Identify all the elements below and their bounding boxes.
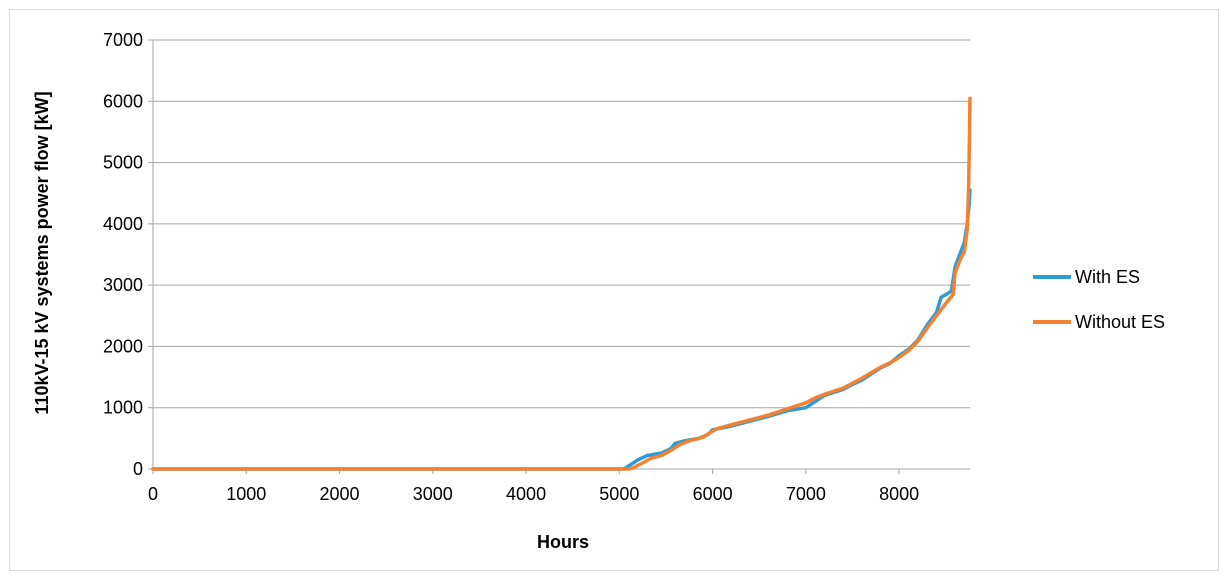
x-tick-label-2000: 2000 — [320, 484, 360, 504]
y-tick-label-4000: 4000 — [103, 214, 143, 234]
legend-label-with-es: With ES — [1075, 267, 1140, 287]
grid-layer — [153, 39, 970, 409]
series-line-with-es — [151, 188, 972, 471]
y-tick-label-1000: 1000 — [103, 398, 143, 418]
chart-frame — [9, 9, 1219, 571]
x-tick-label-3000: 3000 — [413, 484, 453, 504]
series-line-without-es — [151, 96, 972, 471]
x-tick-label-7000: 7000 — [786, 484, 826, 504]
y-tick-label-7000: 7000 — [103, 30, 143, 50]
x-tick-label-5000: 5000 — [599, 484, 639, 504]
y-tick-label-0: 0 — [133, 459, 143, 479]
x-tick-label-8000: 8000 — [879, 484, 919, 504]
y-axis-title: 110kV-15 kV systems power flow [kW] — [32, 91, 52, 414]
x-axis-title: Hours — [537, 532, 589, 552]
x-tick-label-4000: 4000 — [506, 484, 546, 504]
y-tick-label-5000: 5000 — [103, 153, 143, 173]
y-tick-label-6000: 6000 — [103, 91, 143, 111]
y-tick-label-2000: 2000 — [103, 336, 143, 356]
legend-label-without-es: Without ES — [1075, 312, 1165, 332]
x-tick-label-6000: 6000 — [693, 484, 733, 504]
x-tick-label-1000: 1000 — [226, 484, 266, 504]
series-layer — [151, 96, 972, 471]
axis-layer — [148, 39, 970, 474]
y-tick-label-3000: 3000 — [103, 275, 143, 295]
x-tick-label-0: 0 — [148, 484, 158, 504]
legend: With ES Without ES — [1033, 267, 1165, 332]
tick-layer: 0 1000 2000 3000 4000 5000 6000 7000 0 1000 2000 30… — [103, 30, 919, 504]
